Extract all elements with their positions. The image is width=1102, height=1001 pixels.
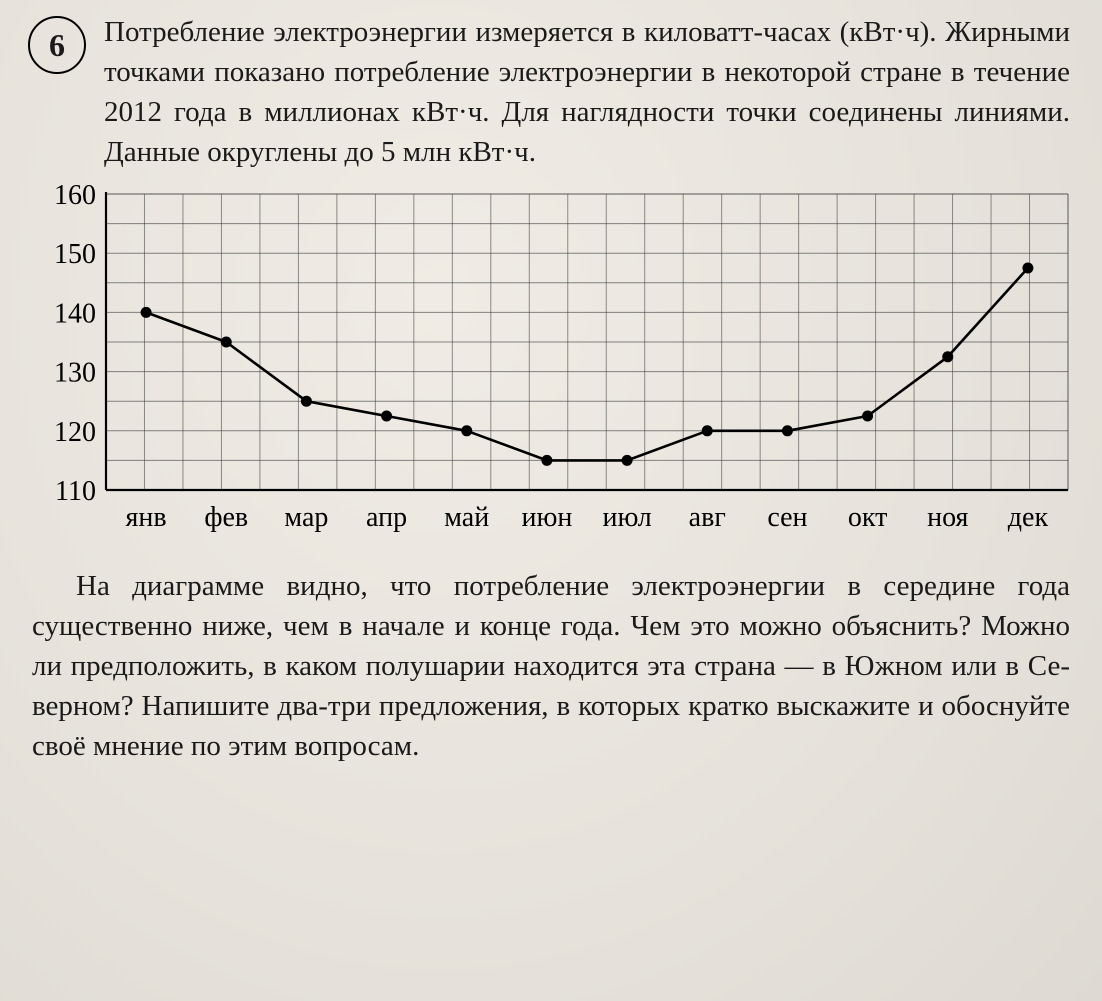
svg-text:янв: янв — [126, 502, 167, 533]
svg-text:дек: дек — [1008, 502, 1049, 533]
svg-text:июл: июл — [602, 502, 651, 533]
svg-text:150: 150 — [54, 239, 96, 270]
svg-text:сен: сен — [767, 502, 807, 533]
problem-number-badge: 6 — [28, 16, 86, 74]
svg-text:140: 140 — [54, 298, 96, 329]
svg-text:апр: апр — [366, 502, 407, 533]
problem-question-text: На диаграмме видно, что потребление элек… — [28, 566, 1074, 766]
svg-text:июн: июн — [521, 502, 572, 533]
consumption-chart: 110 120 130 140 150 160 янв фев мар апр май июниюл а… — [28, 182, 1074, 552]
page: 6 Потребление электроэнергии измеряется … — [0, 0, 1102, 1001]
svg-text:120: 120 — [54, 417, 96, 448]
svg-text:ноя: ноя — [927, 502, 968, 533]
svg-text:110: 110 — [55, 476, 96, 507]
problem-header: 6 Потребление электроэнергии измеряется … — [28, 12, 1074, 172]
svg-text:160: 160 — [54, 182, 96, 211]
svg-text:фев: фев — [204, 502, 248, 533]
svg-text:130: 130 — [54, 358, 96, 389]
svg-text:окт: окт — [848, 502, 887, 533]
problem-number: 6 — [49, 27, 65, 64]
problem-intro-text: Потребление электроэнергии измеряется в … — [104, 12, 1074, 172]
svg-text:май: май — [444, 502, 489, 533]
chart-svg: 110 120 130 140 150 160 янв фев мар апр май июниюл а… — [28, 182, 1074, 552]
svg-text:авг: авг — [689, 502, 726, 533]
svg-text:мар: мар — [284, 502, 328, 533]
